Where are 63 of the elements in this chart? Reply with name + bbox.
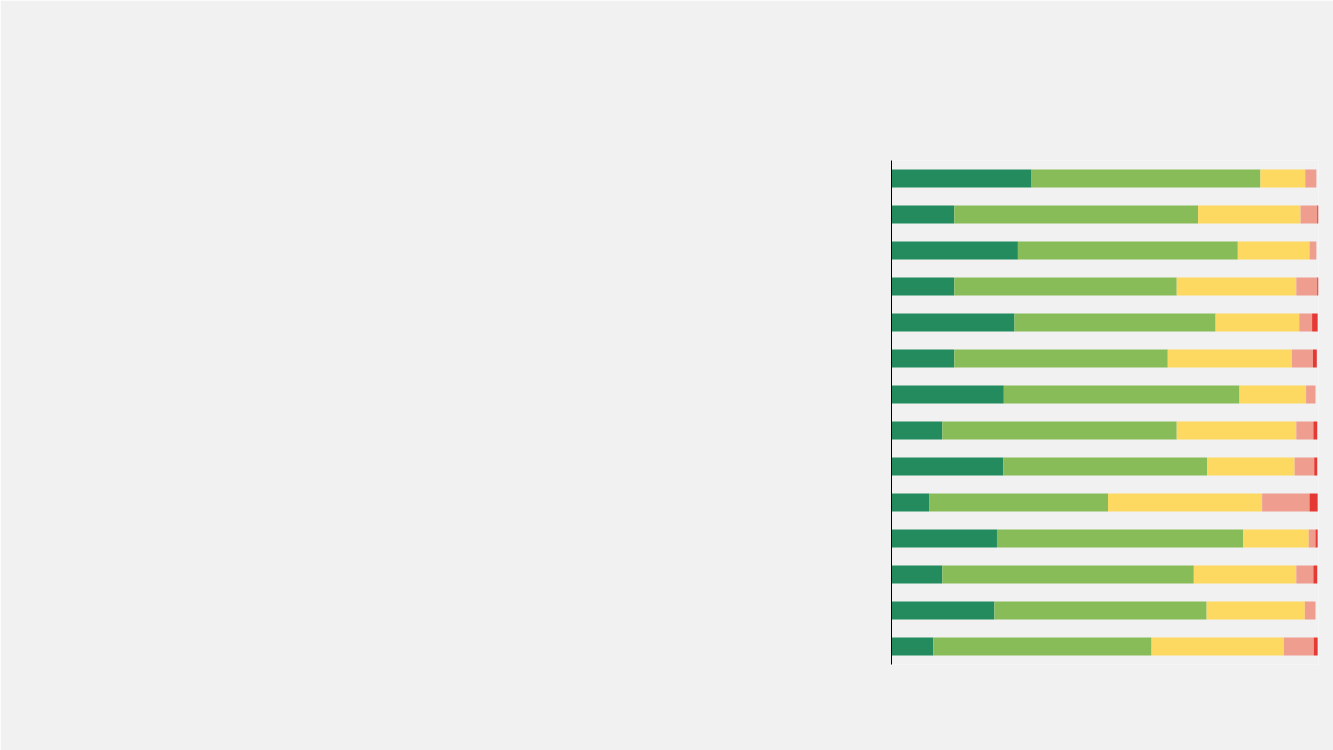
bar [1304, 601, 1316, 620]
bar [1313, 565, 1318, 584]
bar [1151, 637, 1284, 656]
bar [1312, 349, 1317, 368]
bar [891, 349, 955, 368]
bar [1239, 385, 1307, 404]
bar [1193, 565, 1297, 584]
bar [1003, 385, 1240, 404]
bar [1294, 457, 1315, 476]
bar [1243, 529, 1309, 548]
bar [1107, 493, 1263, 512]
bar [1206, 601, 1305, 620]
bar [891, 565, 943, 584]
bar [1167, 349, 1293, 368]
bar [891, 277, 955, 296]
bar [891, 601, 995, 620]
bar [1314, 457, 1318, 476]
bar [1215, 313, 1300, 332]
bar [1014, 313, 1216, 332]
bar [942, 565, 1194, 584]
bar [942, 421, 1177, 440]
bar [1017, 241, 1238, 260]
bar [1299, 313, 1313, 332]
bar [891, 421, 943, 440]
bar [891, 205, 955, 224]
bar [954, 349, 1168, 368]
bar [954, 277, 1177, 296]
bar [1308, 529, 1316, 548]
bar [1031, 169, 1261, 188]
bar [1003, 457, 1208, 476]
bar [1313, 637, 1318, 656]
bar [954, 205, 1199, 224]
bar [1262, 493, 1310, 512]
bar [891, 493, 930, 512]
bar [891, 637, 934, 656]
bar [891, 313, 1015, 332]
bar [1300, 205, 1318, 224]
bar [994, 601, 1207, 620]
bar [1296, 565, 1314, 584]
bar [891, 529, 997, 548]
bar [1292, 349, 1313, 368]
bar [1309, 493, 1318, 512]
bar [1207, 457, 1295, 476]
bar [1306, 385, 1316, 404]
bar [1296, 421, 1314, 440]
bar [1176, 421, 1297, 440]
bar [891, 457, 1004, 476]
bar [1237, 241, 1310, 260]
bar [1305, 169, 1317, 188]
bar [891, 385, 1004, 404]
bar [1260, 169, 1306, 188]
bar [929, 493, 1108, 512]
bar [1312, 313, 1318, 332]
bar [1198, 205, 1301, 224]
bar [891, 169, 1032, 188]
bar [933, 637, 1152, 656]
bar [1315, 529, 1318, 548]
bar [996, 529, 1244, 548]
bar [1296, 277, 1318, 296]
bar [1313, 421, 1318, 440]
bar [891, 241, 1018, 260]
bar [1176, 277, 1297, 296]
bar [1283, 637, 1314, 656]
